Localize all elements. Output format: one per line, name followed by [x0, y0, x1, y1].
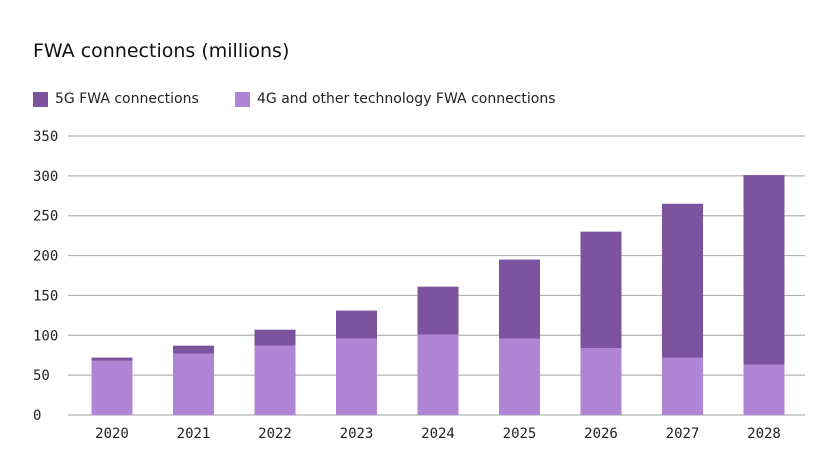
legend-item-5g: 5G FWA connections — [33, 89, 199, 109]
y-tick-label: 0 — [33, 408, 41, 424]
x-tick-label: 2028 — [747, 426, 781, 442]
y-tick-label: 150 — [33, 288, 58, 304]
bar-segment-4g — [417, 334, 459, 415]
y-tick-label: 350 — [33, 129, 58, 145]
y-tick-label: 50 — [33, 368, 50, 384]
x-tick-label: 2021 — [177, 426, 211, 442]
bar-segment-5g — [417, 286, 459, 335]
x-tick-label: 2022 — [258, 426, 292, 442]
y-tick-label: 250 — [33, 209, 58, 225]
bar-segment-4g — [662, 357, 703, 415]
bar-segment-5g — [336, 310, 377, 339]
x-tick-label: 2025 — [503, 426, 537, 442]
bar-segment-5g — [662, 203, 703, 358]
chart-title: FWA connections (millions) — [33, 40, 290, 62]
y-tick-label: 200 — [33, 249, 58, 265]
bar-segment-5g — [499, 259, 540, 339]
x-tick-label: 2027 — [666, 426, 700, 442]
bar-segment-4g — [254, 345, 296, 415]
legend-label-4g: 4G and other technology FWA connections — [257, 91, 556, 107]
bar-segment-4g — [499, 338, 540, 415]
x-tick-label: 2020 — [95, 426, 129, 442]
bar-segment-5g — [173, 345, 214, 354]
bar-segment-4g — [580, 348, 622, 415]
x-tick-label: 2024 — [421, 426, 455, 442]
bar-segment-4g — [336, 338, 377, 415]
y-tick-label: 300 — [33, 169, 58, 185]
bar-segment-5g — [91, 357, 133, 361]
legend-label-5g: 5G FWA connections — [55, 91, 199, 107]
bar-segment-5g — [743, 175, 785, 365]
legend-swatch-4g — [235, 91, 250, 107]
x-tick-label: 2023 — [340, 426, 374, 442]
bar-segment-5g — [254, 329, 296, 346]
bar-segment-4g — [91, 360, 133, 415]
bar-segment-4g — [743, 364, 785, 415]
y-tick-label: 100 — [33, 328, 58, 344]
legend-item-4g: 4G and other technology FWA connections — [235, 89, 556, 109]
bar-segment-4g — [173, 353, 214, 415]
legend-swatch-5g — [33, 91, 48, 107]
bar-segment-5g — [580, 231, 622, 349]
x-tick-label: 2026 — [584, 426, 618, 442]
